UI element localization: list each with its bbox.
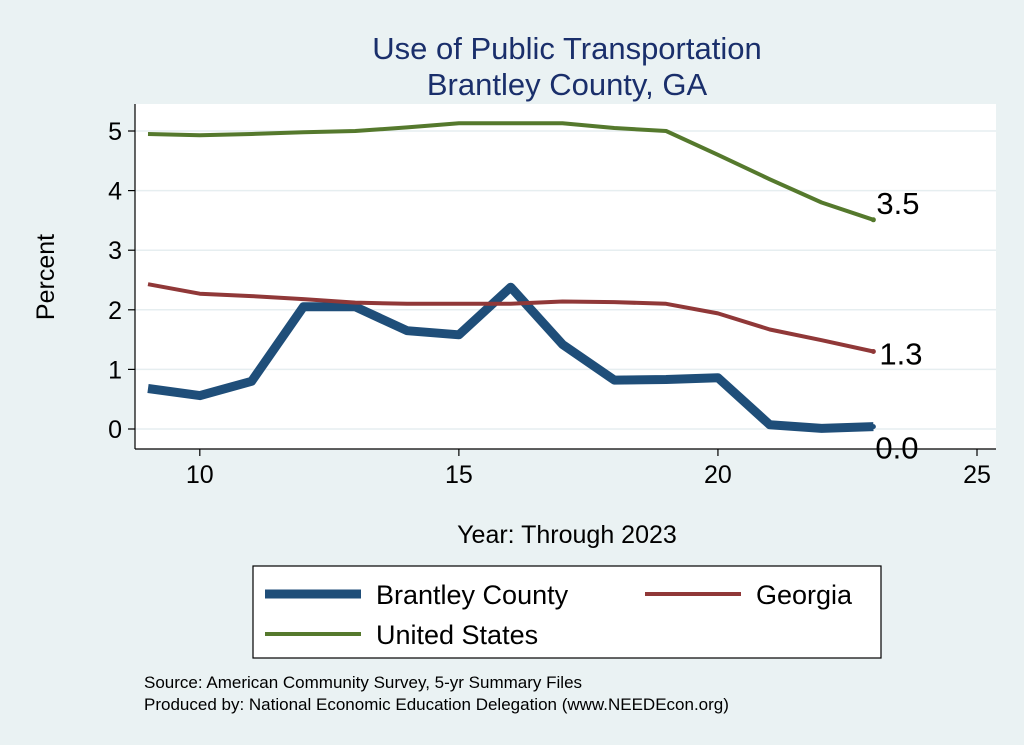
y-axis-ticks: 0 1 2 3 4 5 [108,118,135,444]
legend: Brantley County Georgia United States [265,580,853,650]
series-line-united-states [147,121,875,222]
y-tick-label: 0 [108,416,122,444]
x-tick-label: 15 [445,461,473,489]
y-tick-label: 5 [108,118,122,146]
legend-label: Georgia [756,580,853,610]
produced-by-note: Produced by: National Economic Education… [144,695,729,714]
y-tick-label: 4 [108,178,122,206]
series-line-brantley-county [147,282,874,433]
series-lines [147,121,875,433]
chart-title: Use of Public Transportation [372,31,761,66]
source-note: Source: American Community Survey, 5-yr … [144,673,582,692]
legend-label: United States [376,620,538,650]
legend-box [252,565,882,659]
y-tick-label: 2 [108,297,122,325]
end-point-marker [870,349,876,355]
y-axis-label: Percent [32,234,60,320]
end-point-marker [870,424,876,430]
y-tick-label: 3 [108,237,122,265]
y-tick-label: 1 [108,356,122,384]
series-line-georgia [147,282,874,354]
end-value-label: 3.5 [876,186,919,221]
x-tick-label: 20 [704,461,732,489]
x-tick-label: 25 [963,461,991,489]
legend-label: Brantley County [376,580,569,610]
end-value-label: 1.3 [879,337,922,372]
end-point-marker [870,217,876,223]
x-tick-label: 10 [186,461,214,489]
end-labels: 0.0 1.3 3.5 [870,186,922,466]
x-axis-ticks: 10 15 20 25 [186,449,991,489]
chart-subtitle: Brantley County, GA [427,67,708,102]
end-value-label: 0.0 [875,431,918,466]
x-axis-label: Year: Through 2023 [457,521,677,549]
plot-area [135,104,996,449]
